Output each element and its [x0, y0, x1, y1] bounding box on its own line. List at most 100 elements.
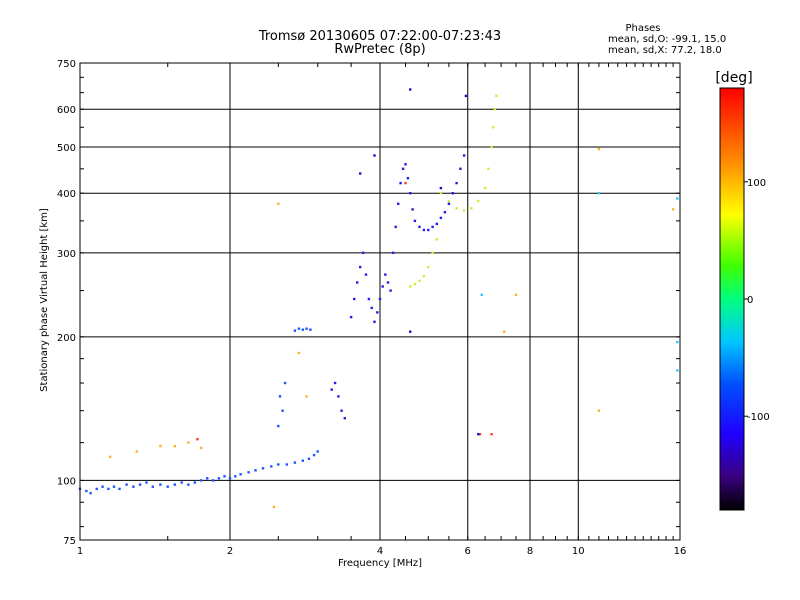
data-point — [297, 327, 301, 330]
data-point — [483, 186, 487, 190]
data-point — [389, 289, 392, 292]
data-point — [378, 297, 382, 301]
data-point — [676, 369, 679, 372]
data-point — [409, 285, 412, 288]
data-point — [404, 181, 407, 185]
data-point — [159, 483, 162, 486]
data-point — [671, 208, 675, 211]
data-point — [349, 315, 353, 319]
x-axis-label: Frequency [MHz] — [338, 558, 422, 569]
data-point — [247, 471, 250, 474]
data-point — [462, 154, 466, 157]
data-point — [89, 492, 92, 495]
data-point — [435, 238, 438, 241]
x-tick-label: 16 — [674, 546, 687, 557]
data-point — [270, 465, 273, 468]
data-point — [125, 483, 128, 486]
data-point — [431, 251, 434, 254]
data-point — [316, 450, 319, 453]
data-point — [307, 457, 311, 460]
data-point — [427, 265, 430, 269]
data-point — [353, 297, 356, 301]
data-point — [330, 388, 333, 391]
data-point — [364, 273, 368, 276]
data-point — [337, 395, 340, 398]
data-point — [361, 251, 365, 254]
x-tick-label: 6 — [465, 546, 471, 557]
data-point — [514, 293, 518, 296]
data-point — [135, 450, 138, 453]
data-point — [199, 446, 203, 450]
data-point — [261, 467, 265, 470]
data-point — [254, 469, 257, 472]
data-point — [381, 285, 384, 288]
data-point — [217, 477, 221, 480]
y-tick-label: 400 — [57, 189, 76, 200]
data-point — [305, 395, 308, 398]
data-point — [309, 328, 312, 331]
data-point — [370, 306, 373, 310]
data-point — [676, 197, 679, 200]
phase-info-title: Phases — [625, 23, 660, 34]
data-point — [597, 409, 601, 412]
data-point — [418, 279, 421, 283]
data-point — [447, 199, 451, 203]
phase-info-x: mean, sd,X: 77.2, 18.0 — [608, 45, 722, 56]
data-point — [409, 88, 412, 91]
data-point — [490, 145, 493, 149]
data-point — [95, 487, 98, 491]
data-point — [404, 163, 407, 166]
data-point — [132, 485, 135, 488]
data-point — [413, 282, 417, 286]
data-point — [173, 483, 176, 486]
y-tick-label: 300 — [57, 249, 76, 260]
data-point — [455, 207, 458, 210]
y-tick-label: 200 — [57, 333, 76, 344]
data-point — [223, 475, 226, 478]
data-point — [356, 281, 359, 284]
data-point — [166, 485, 169, 488]
data-point — [409, 192, 412, 195]
data-point — [413, 219, 417, 223]
data-point — [277, 202, 280, 205]
data-point — [367, 297, 371, 301]
colorbar-label: [deg] — [715, 70, 752, 86]
data-point — [439, 186, 443, 190]
data-point — [431, 225, 434, 229]
y-tick-label: 100 — [57, 476, 76, 487]
data-point — [145, 481, 148, 484]
data-point — [272, 505, 276, 509]
data-point — [101, 485, 104, 488]
data-point — [173, 444, 176, 448]
data-point — [477, 433, 480, 436]
y-tick-label: 750 — [57, 59, 76, 70]
data-point — [187, 483, 190, 486]
data-point — [333, 381, 337, 385]
data-point — [234, 475, 237, 478]
data-point — [376, 311, 379, 314]
data-point — [455, 181, 458, 185]
data-point — [112, 485, 116, 488]
data-point — [397, 202, 400, 205]
data-point — [107, 487, 110, 491]
data-point — [239, 473, 242, 476]
x-axis-ticks: 1 2 4 6 8 10 16 — [77, 63, 687, 557]
data-point — [386, 281, 390, 284]
y-axis-label: Stationary phase Virtual Height [km] — [39, 208, 50, 392]
data-point — [305, 327, 308, 330]
data-point — [399, 181, 402, 185]
data-point — [495, 94, 498, 98]
chart-title: Tromsø 20130605 07:22:00-07:23:43 — [258, 29, 501, 44]
data-point — [676, 340, 679, 344]
data-point — [597, 147, 601, 151]
data-point — [340, 409, 343, 412]
data-point — [277, 463, 280, 466]
data-point — [480, 293, 483, 296]
data-point — [293, 461, 297, 464]
data-point — [439, 192, 443, 195]
data-point — [211, 479, 215, 482]
data-point — [384, 273, 387, 276]
data-point — [459, 167, 462, 170]
data-point — [281, 409, 284, 412]
